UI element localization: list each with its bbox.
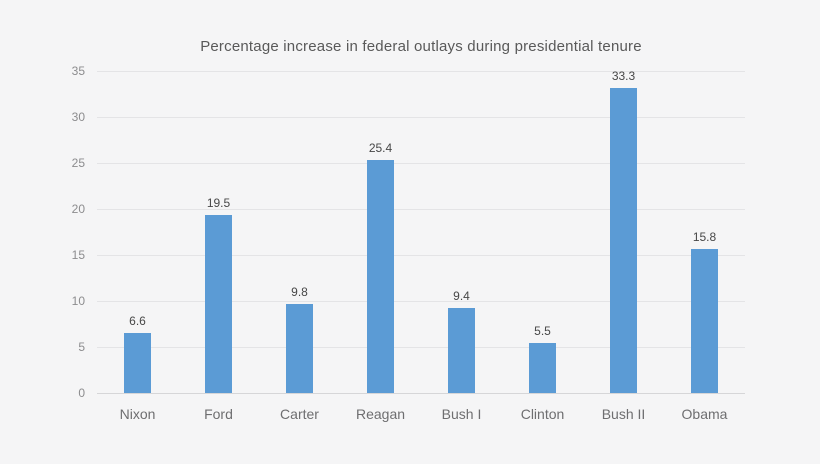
- x-category-label: Carter: [280, 406, 319, 422]
- bar-ford[interactable]: [205, 214, 232, 393]
- bar-bush-i[interactable]: [448, 307, 475, 393]
- bar-value-label: 9.4: [453, 288, 470, 303]
- bar-value-label: 33.3: [611, 68, 636, 83]
- y-tick-label: 10: [71, 294, 85, 308]
- bar-value-label: 6.6: [129, 314, 146, 329]
- plot-area: 0 5 10 15 20 25 30 35 6.6 Nixon 19.5 Ford 9.8 Carter 2…: [72, 64, 745, 422]
- bar-value-label: 19.5: [206, 195, 231, 210]
- gridline: [97, 209, 745, 210]
- bar-obama[interactable]: [691, 248, 718, 393]
- bar-carter[interactable]: [286, 303, 313, 393]
- x-axis-line: [97, 393, 745, 394]
- gridline: [97, 347, 745, 348]
- bar-value-label: 9.8: [291, 284, 308, 299]
- gridline: [97, 117, 745, 118]
- x-category-label: Ford: [204, 406, 233, 422]
- gridline: [97, 163, 745, 164]
- y-tick-label: 25: [71, 156, 85, 170]
- gridline: [97, 71, 745, 72]
- y-tick-label: 30: [71, 110, 85, 124]
- y-tick-label: 5: [78, 340, 85, 354]
- x-category-label: Bush I: [441, 406, 482, 422]
- y-tick-label: 15: [71, 248, 85, 262]
- bar-value-label: 25.4: [368, 141, 393, 156]
- y-tick-label: 0: [78, 386, 85, 400]
- chart-title: Percentage increase in federal outlays d…: [200, 38, 642, 55]
- bar-nixon[interactable]: [124, 333, 151, 393]
- bar-value-label: 15.8: [692, 229, 717, 244]
- gridline: [97, 301, 745, 302]
- x-category-label: Reagan: [355, 406, 406, 422]
- x-category-label: Obama: [681, 406, 728, 422]
- x-category-label: Nixon: [119, 406, 156, 422]
- y-tick-label: 20: [71, 202, 85, 216]
- bar-reagan[interactable]: [367, 160, 394, 393]
- x-category-label: Clinton: [520, 406, 565, 422]
- y-tick-label: 35: [71, 64, 85, 78]
- x-category-label: Bush II: [601, 406, 646, 422]
- bar-clinton[interactable]: [529, 343, 556, 393]
- bar-bush-ii[interactable]: [610, 87, 637, 393]
- bar-value-label: 5.5: [534, 324, 551, 339]
- gridline: [97, 255, 745, 256]
